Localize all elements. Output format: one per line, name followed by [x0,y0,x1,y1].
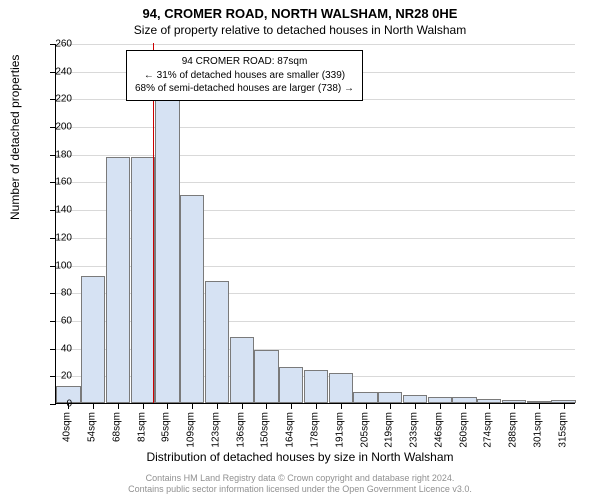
y-axis-label: Number of detached properties [8,55,22,220]
x-tick-label: 95sqm [161,412,172,442]
x-tick [440,403,441,409]
histogram-bar [304,370,328,403]
x-tick [390,403,391,409]
histogram-bar [180,195,204,403]
x-tick [217,403,218,409]
x-tick [192,403,193,409]
histogram-bar [353,392,377,403]
x-tick-label: 191sqm [334,412,345,448]
x-tick-label: 150sqm [260,412,271,448]
y-tick-label: 80 [42,288,72,299]
y-tick-label: 140 [42,205,72,216]
x-tick-label: 315sqm [557,412,568,448]
x-axis-label: Distribution of detached houses by size … [0,450,600,464]
histogram-bar [329,373,353,403]
histogram-bar [81,276,105,403]
y-tick-label: 220 [42,94,72,105]
x-tick-label: 260sqm [458,412,469,448]
footer-attribution: Contains HM Land Registry data © Crown c… [0,473,600,496]
x-tick-label: 233sqm [409,412,420,448]
x-tick [143,403,144,409]
x-tick-label: 68sqm [111,412,122,442]
y-tick-label: 260 [42,39,72,50]
chart-area: 94 CROMER ROAD: 87sqm← 31% of detached h… [55,44,575,404]
chart-title-address: 94, CROMER ROAD, NORTH WALSHAM, NR28 0HE [0,0,600,21]
x-tick-label: 274sqm [483,412,494,448]
x-tick [465,403,466,409]
annotation-line1: 94 CROMER ROAD: 87sqm [135,55,354,69]
x-tick [242,403,243,409]
x-tick [291,403,292,409]
x-tick-label: 81sqm [136,412,147,442]
y-tick-label: 200 [42,122,72,133]
x-tick [167,403,168,409]
histogram-bar [106,157,130,403]
x-tick-label: 301sqm [532,412,543,448]
x-tick [539,403,540,409]
chart-subtitle: Size of property relative to detached ho… [0,21,600,37]
histogram-bar [230,337,254,403]
x-tick-label: 288sqm [508,412,519,448]
x-tick [366,403,367,409]
x-tick-label: 178sqm [310,412,321,448]
histogram-bar [254,350,278,403]
x-tick-label: 40sqm [62,412,73,442]
x-tick-label: 246sqm [433,412,444,448]
y-tick-label: 180 [42,149,72,160]
gridline [56,127,575,128]
gridline [56,44,575,45]
histogram-bar [205,281,229,403]
annotation-line3: 68% of semi-detached houses are larger (… [135,82,354,96]
x-tick-label: 109sqm [186,412,197,448]
y-tick-label: 100 [42,260,72,271]
histogram-bar [403,395,427,403]
x-tick-label: 219sqm [384,412,395,448]
x-tick-label: 205sqm [359,412,370,448]
histogram-bar [131,157,155,403]
x-tick-label: 54sqm [87,412,98,442]
x-tick [118,403,119,409]
histogram-bar [378,392,402,403]
x-tick [415,403,416,409]
x-tick [266,403,267,409]
x-tick [564,403,565,409]
x-tick [489,403,490,409]
footer-line1: Contains HM Land Registry data © Crown c… [0,473,600,485]
y-tick-label: 160 [42,177,72,188]
chart-container: 94, CROMER ROAD, NORTH WALSHAM, NR28 0HE… [0,0,600,500]
y-tick-label: 0 [42,399,72,410]
y-tick-label: 20 [42,371,72,382]
x-tick-label: 164sqm [285,412,296,448]
annotation-box: 94 CROMER ROAD: 87sqm← 31% of detached h… [126,50,363,101]
x-tick-label: 136sqm [235,412,246,448]
plot-region: 94 CROMER ROAD: 87sqm← 31% of detached h… [55,44,575,404]
y-tick-label: 60 [42,315,72,326]
y-tick-label: 120 [42,232,72,243]
annotation-line2: ← 31% of detached houses are smaller (33… [135,69,354,83]
footer-line2: Contains public sector information licen… [0,484,600,496]
histogram-bar [279,367,303,403]
histogram-bar [155,90,179,403]
x-tick-label: 123sqm [210,412,221,448]
x-tick [316,403,317,409]
y-tick-label: 40 [42,343,72,354]
x-tick [514,403,515,409]
x-tick [93,403,94,409]
x-tick [341,403,342,409]
y-tick-label: 240 [42,66,72,77]
